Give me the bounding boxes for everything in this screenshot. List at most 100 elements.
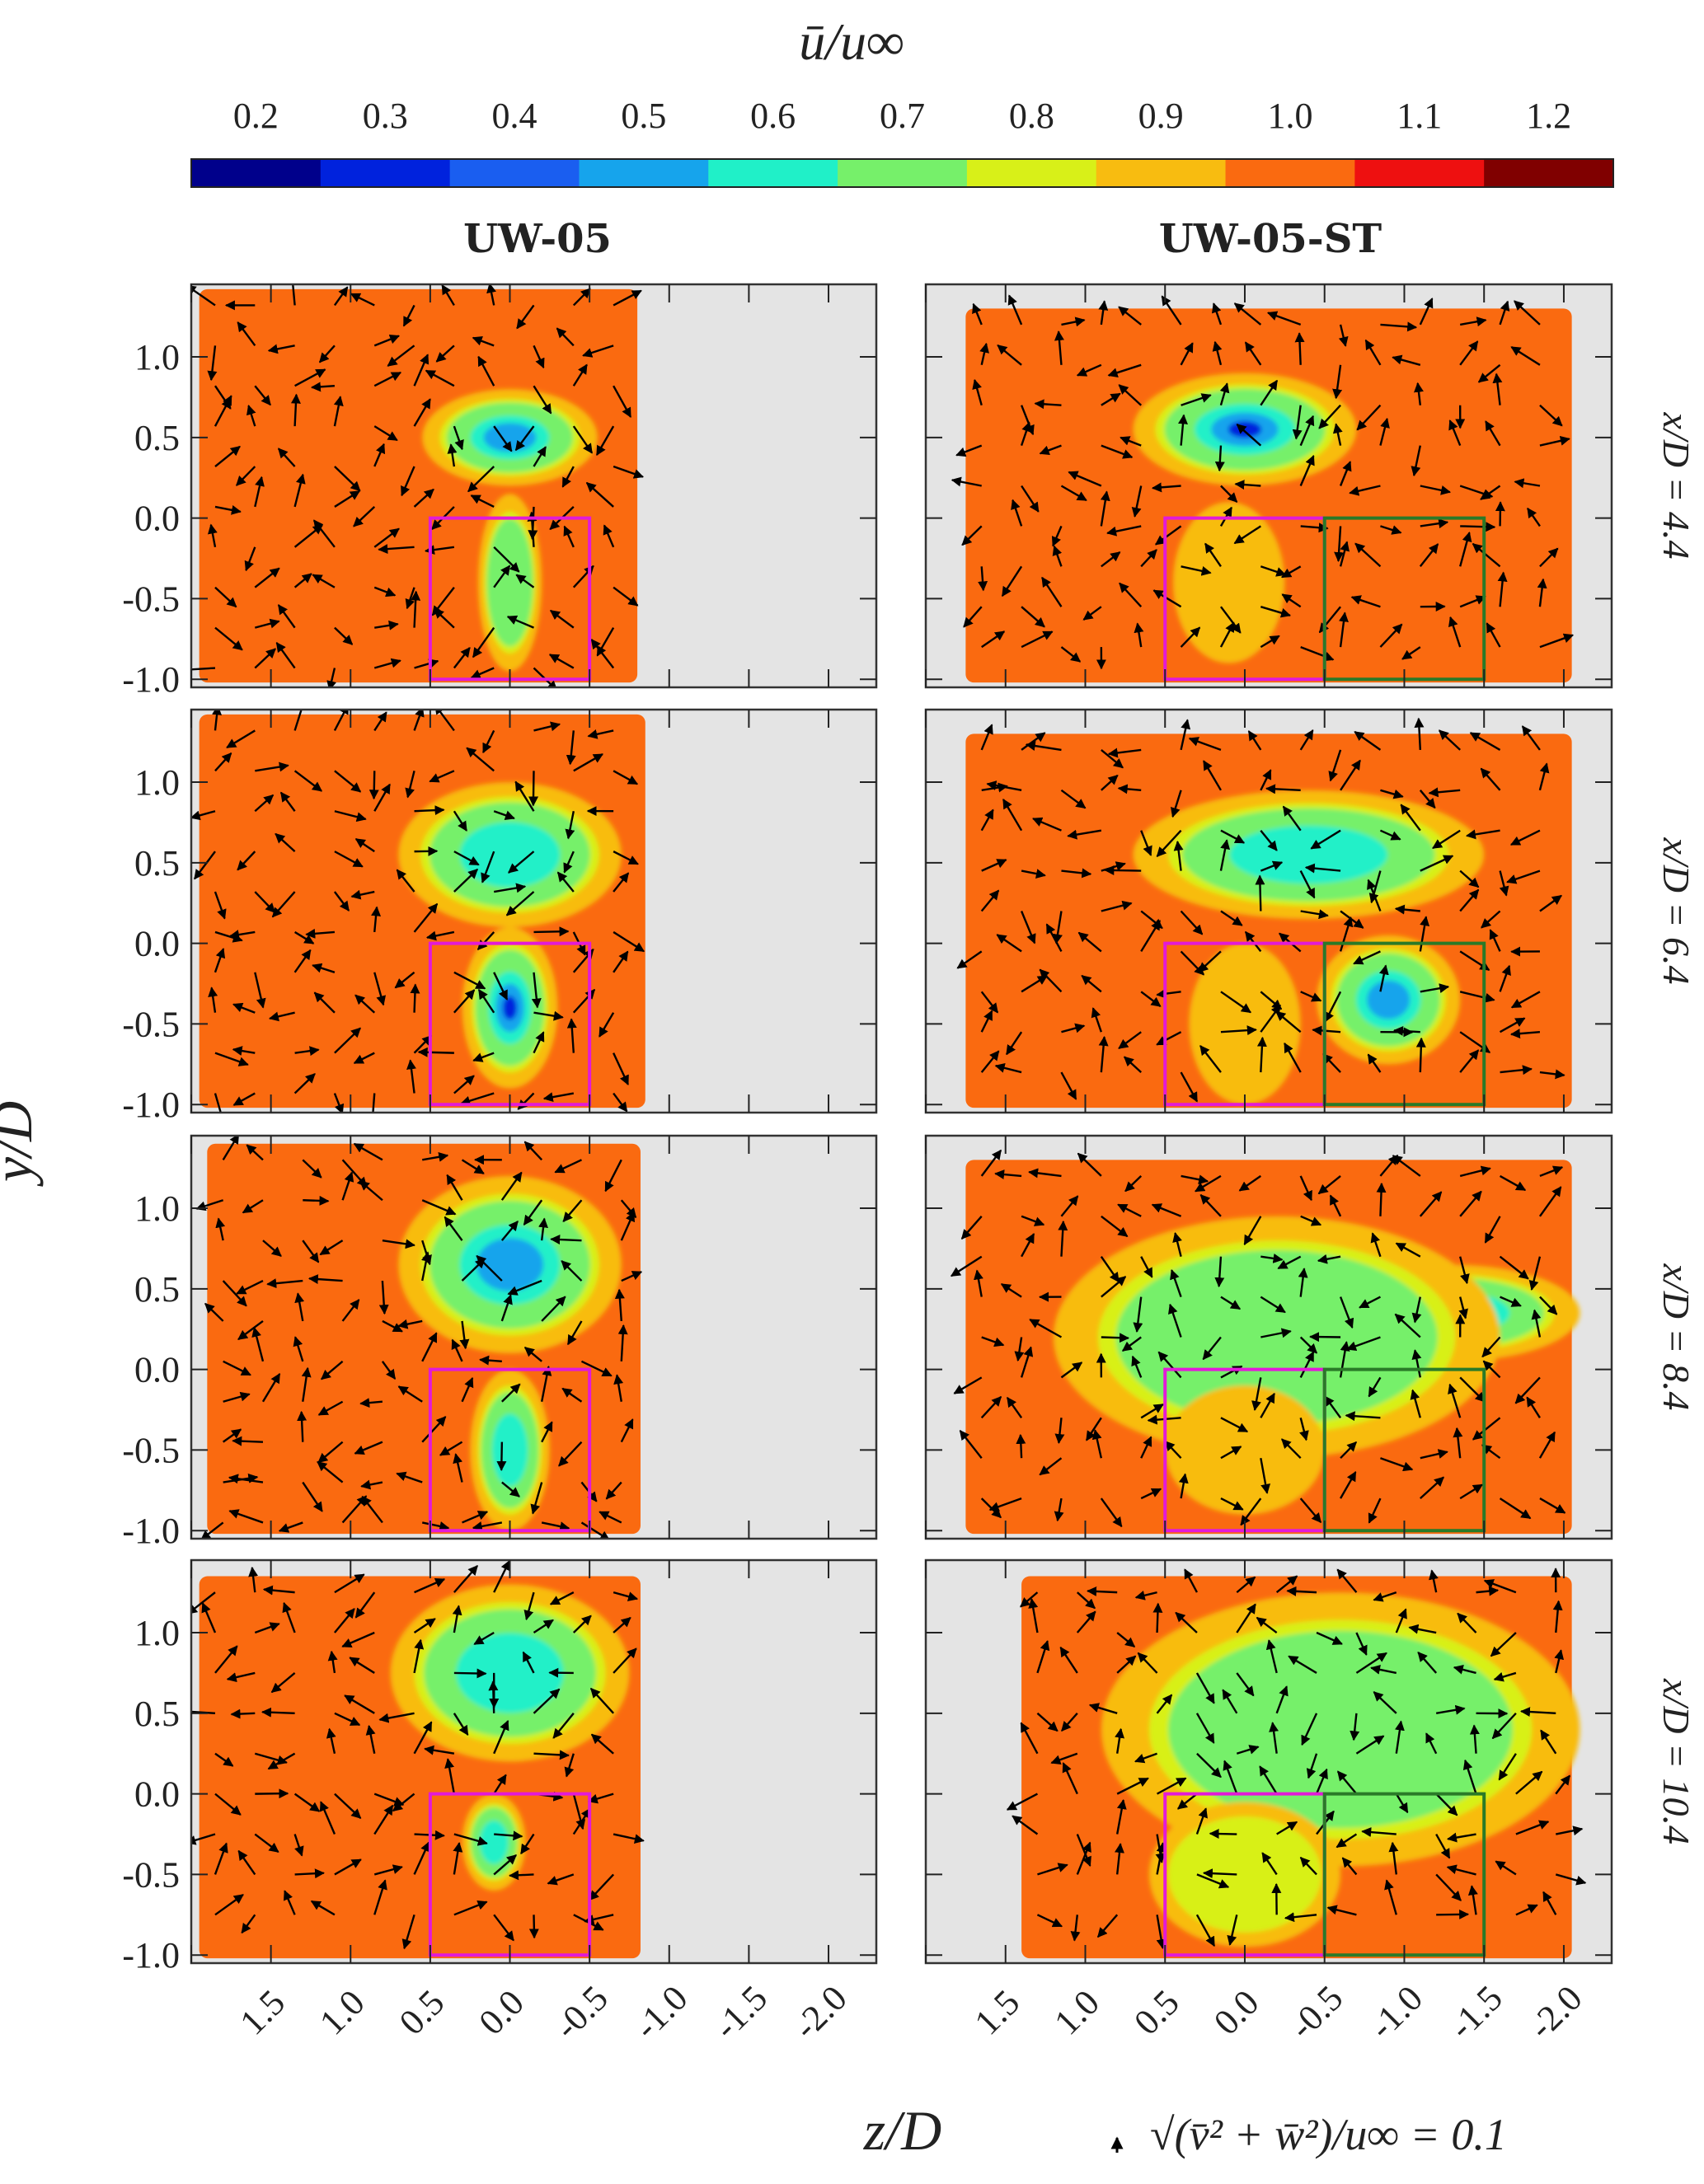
wake-contour	[1366, 980, 1411, 1019]
velocity-vector	[1429, 1569, 1439, 1593]
y-tick-label: -0.5	[122, 1430, 180, 1470]
panel-frame	[924, 1558, 1613, 1965]
velocity-vector	[232, 1092, 256, 1106]
velocity-vector	[1521, 725, 1541, 751]
velocity-vector	[334, 490, 360, 508]
velocity-vector	[424, 1745, 455, 1755]
velocity-vector	[1233, 302, 1262, 326]
velocity-vector	[1538, 1431, 1556, 1459]
velocity-vector	[461, 1159, 485, 1174]
velocity-vector	[1448, 616, 1462, 648]
velocity-vector	[950, 1255, 983, 1277]
velocity-vector	[488, 1680, 499, 1713]
x-tick-label: -1.5	[706, 1978, 775, 2047]
velocity-vector	[550, 1235, 582, 1245]
velocity-vector	[562, 1199, 583, 1222]
velocity-vector	[1214, 445, 1225, 472]
velocity-vector	[226, 729, 256, 749]
velocity-vector	[1133, 1296, 1143, 1333]
velocity-vector	[1236, 1603, 1256, 1633]
velocity-vector	[1304, 863, 1341, 874]
velocity-vector	[1256, 1616, 1278, 1633]
velocity-vector	[1227, 1915, 1238, 1946]
velocity-vector	[413, 902, 439, 933]
velocity-vector	[313, 991, 336, 1014]
velocity-vector	[244, 546, 256, 572]
velocity-vector	[434, 608, 455, 629]
wake-contour	[459, 822, 561, 888]
velocity-vector	[1204, 542, 1222, 567]
velocity-vector	[254, 1833, 279, 1854]
velocity-vector	[1234, 480, 1261, 490]
vector-key-label: √(v̄² + w̄²)/u∞ = 0.1	[1150, 2110, 1507, 2159]
velocity-vector	[1156, 1031, 1182, 1046]
velocity-vector	[1052, 545, 1063, 567]
velocity-vector	[447, 443, 458, 467]
velocity-vector	[960, 1216, 983, 1240]
velocity-vector	[307, 1274, 343, 1285]
velocity-vector	[1370, 1664, 1397, 1675]
colorbar-tick-label: 0.5	[621, 96, 666, 136]
velocity-vector	[396, 869, 415, 893]
velocity-vector	[500, 1221, 519, 1241]
velocity-vector	[381, 1361, 397, 1380]
velocity-vector	[505, 891, 535, 916]
velocity-vector	[214, 1752, 234, 1767]
velocity-vector	[1236, 1745, 1260, 1755]
y-tick-label: 0.5	[134, 843, 180, 883]
panel-ticks	[925, 710, 1612, 1113]
velocity-vector	[1021, 1215, 1045, 1226]
velocity-vector	[1060, 789, 1087, 809]
velocity-vector	[405, 771, 415, 799]
velocity-vector	[1539, 1069, 1566, 1080]
velocity-vector	[482, 729, 495, 754]
column-title-uw-05: UW-05	[463, 216, 612, 262]
velocity-vector	[963, 606, 983, 628]
wake-contours	[1133, 790, 1485, 1105]
velocity-vector	[254, 567, 280, 588]
velocity-vector	[481, 851, 495, 883]
velocity-vector	[1164, 1441, 1182, 1460]
velocity-vector	[1140, 920, 1162, 953]
velocity-vector	[312, 963, 336, 973]
panel-frame	[190, 283, 878, 689]
velocity-vector	[1001, 565, 1023, 598]
velocity-vector	[1284, 1042, 1302, 1073]
velocity-vector	[429, 770, 455, 783]
velocity-vector	[1277, 1255, 1302, 1270]
velocity-vector	[214, 1793, 242, 1816]
velocity-vector	[214, 1052, 249, 1066]
velocity-vector	[334, 770, 362, 793]
velocity-vector	[1299, 1175, 1312, 1202]
velocity-vector	[214, 1093, 226, 1113]
velocity-vector	[261, 1372, 281, 1403]
velocity-vector	[453, 971, 486, 990]
velocity-vector	[1101, 774, 1119, 791]
y-tick-label: -1.0	[122, 1935, 180, 1975]
velocity-vector	[1539, 633, 1575, 649]
velocity-vector	[1359, 1296, 1381, 1309]
velocity-vector	[1459, 595, 1486, 608]
velocity-vector	[241, 1914, 256, 1934]
velocity-vector	[1310, 829, 1341, 850]
velocity-vector	[320, 1360, 344, 1380]
velocity-vector	[333, 396, 344, 427]
velocity-vector	[1020, 911, 1036, 944]
velocity-vector	[523, 1199, 543, 1226]
velocity-vector	[1275, 1010, 1302, 1033]
velocity-vector	[1260, 1296, 1286, 1314]
velocity-vector	[1420, 1449, 1448, 1460]
wake-contour	[1196, 1647, 1485, 1812]
column-title-uw-05-st: UW-05-ST	[1159, 216, 1382, 262]
velocity-vector	[214, 1645, 238, 1674]
velocity-vector	[956, 950, 983, 969]
velocity-vector	[1006, 1031, 1023, 1056]
velocity-vector	[373, 658, 401, 669]
velocity-vector	[278, 1521, 303, 1533]
velocity-vector	[1021, 1233, 1035, 1258]
velocity-vector	[1414, 717, 1425, 750]
velocity-vector	[494, 1830, 523, 1841]
velocity-vector	[1076, 363, 1102, 377]
velocity-vector	[604, 1159, 622, 1193]
